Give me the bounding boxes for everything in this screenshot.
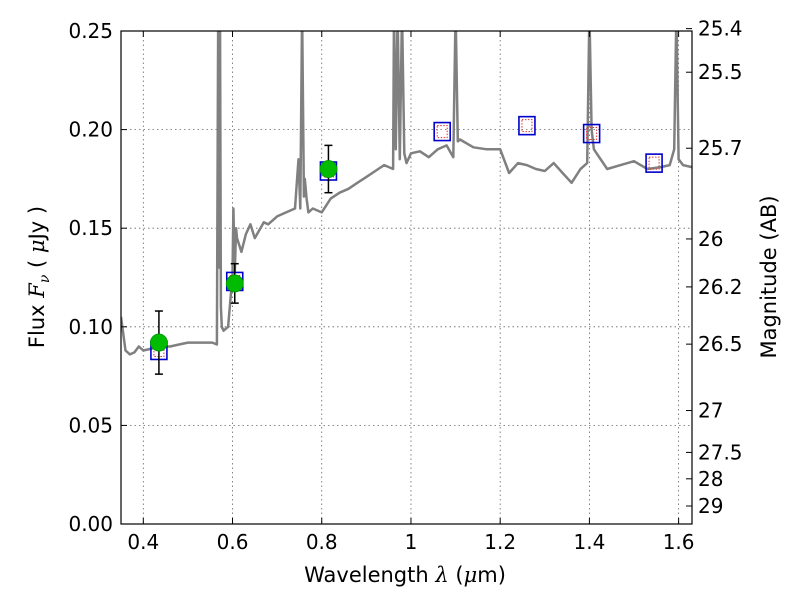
y-axis: 0.00 0.05 0.10 0.15 0.20 0.25 bbox=[68, 19, 127, 536]
y2-tick-label: 26 bbox=[698, 227, 723, 251]
x-tick-label: 1.6 bbox=[663, 530, 695, 554]
y2-tick-label: 26.2 bbox=[698, 275, 743, 299]
model-photometry-box-inner bbox=[586, 127, 598, 141]
y2-tick-label: 25.7 bbox=[698, 136, 743, 160]
y-tick-label: 0.15 bbox=[68, 216, 113, 240]
y2-axis-label: Magnitude (AB) bbox=[757, 195, 781, 358]
y-tick-label: 0.00 bbox=[68, 512, 113, 536]
y-axis-label: Flux Fν ( μJy ) bbox=[25, 206, 53, 348]
y2-tick-label: 26.5 bbox=[698, 332, 743, 356]
y2-tick-label: 25.5 bbox=[698, 60, 743, 84]
y2-tick-label: 28 bbox=[698, 467, 723, 491]
model-photometry-box-inner bbox=[648, 156, 660, 170]
x-tick-label: 0.4 bbox=[127, 530, 159, 554]
y2-tick-label: 27 bbox=[698, 399, 723, 423]
observed-point bbox=[319, 160, 338, 178]
y-tick-label: 0.20 bbox=[68, 118, 113, 142]
x-tick-label: 1.2 bbox=[484, 530, 516, 554]
model-photometry-box-inner bbox=[436, 125, 448, 139]
x-tick-label: 0.8 bbox=[306, 530, 338, 554]
observed-point bbox=[225, 274, 244, 293]
model-spectrum-line bbox=[121, 31, 692, 356]
x-tick-label: 1.4 bbox=[573, 530, 605, 554]
x-tick-label: 0.6 bbox=[217, 530, 249, 554]
x-axis: 0.4 0.6 0.8 1 1.2 1.4 1.6 bbox=[127, 31, 695, 554]
grid bbox=[121, 30, 692, 525]
model-photometry-box bbox=[518, 115, 536, 136]
y2-tick-label: 27.5 bbox=[698, 440, 743, 464]
observed-point bbox=[150, 333, 168, 352]
y-tick-label: 0.10 bbox=[68, 315, 113, 339]
x-axis-label: Wavelength λ (μm) bbox=[304, 563, 506, 587]
model-photometry-box bbox=[582, 123, 601, 144]
y-tick-label: 0.05 bbox=[68, 413, 113, 437]
y-tick-label: 0.25 bbox=[68, 19, 113, 43]
model-photometry-box bbox=[433, 121, 451, 142]
y2-tick-label: 29 bbox=[698, 494, 723, 518]
model-photometry-box bbox=[645, 153, 663, 173]
plot-area bbox=[121, 31, 692, 375]
x-tick-label: 1 bbox=[405, 530, 418, 554]
y2-axis: 25.4 25.5 25.7 26 26.2 26.5 27 27.5 28 29 bbox=[686, 17, 743, 518]
plot-frame bbox=[120, 30, 693, 525]
model-photometry-box-inner bbox=[521, 119, 533, 133]
y2-tick-label: 25.4 bbox=[698, 17, 743, 41]
